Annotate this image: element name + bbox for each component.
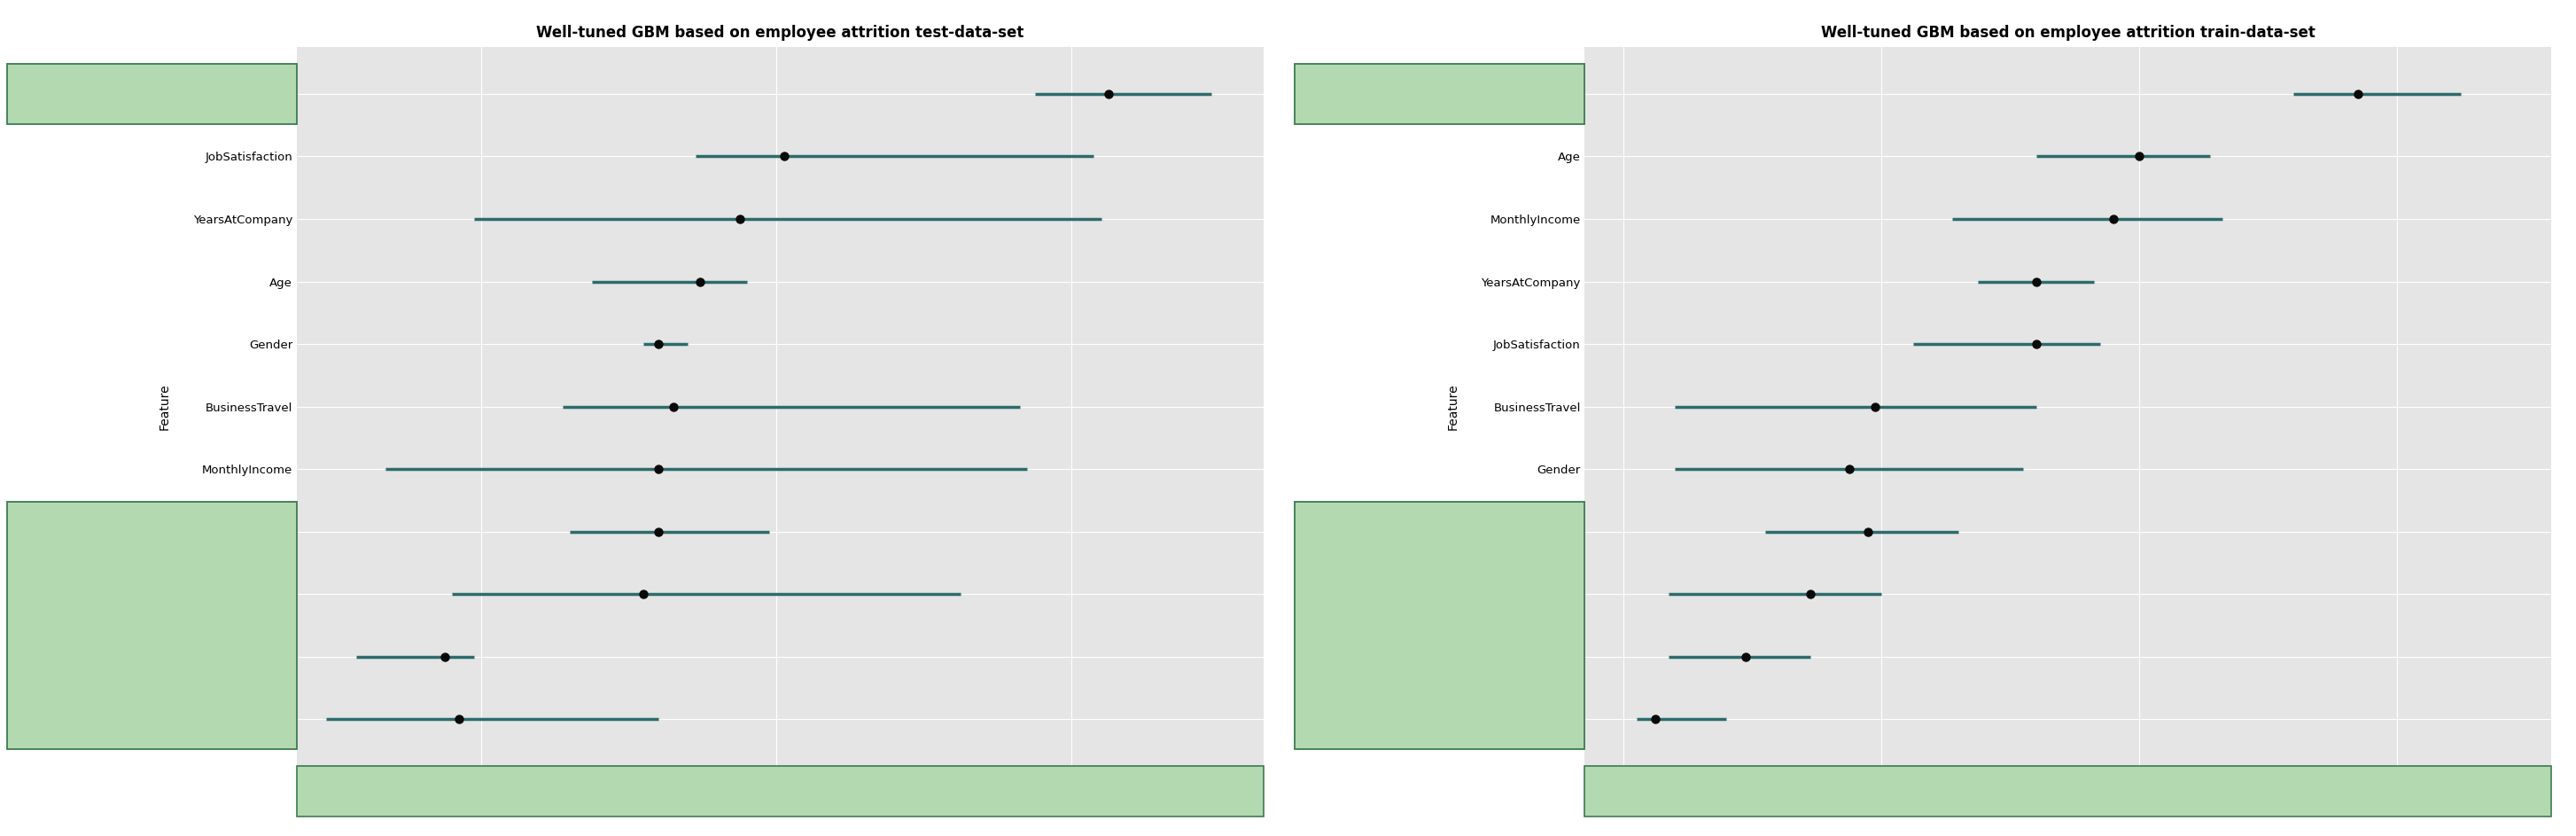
X-axis label: Feature Importance (loss: mse): Feature Importance (loss: mse) [1973,782,2164,795]
Y-axis label: Feature: Feature [160,383,170,430]
Y-axis label: Feature: Feature [1448,383,1458,430]
Title: Well-tuned GBM based on employee attrition test-data-set: Well-tuned GBM based on employee attriti… [536,24,1025,41]
Title: Well-tuned GBM based on employee attrition train-data-set: Well-tuned GBM based on employee attriti… [1821,24,2316,41]
Bar [1296,502,1584,749]
X-axis label: Feature Importance (loss: mse): Feature Importance (loss: mse) [685,782,876,795]
Bar [296,767,1262,817]
Bar [8,64,296,124]
Bar [1296,64,1584,124]
Bar [1584,767,2550,817]
Bar [8,502,296,749]
